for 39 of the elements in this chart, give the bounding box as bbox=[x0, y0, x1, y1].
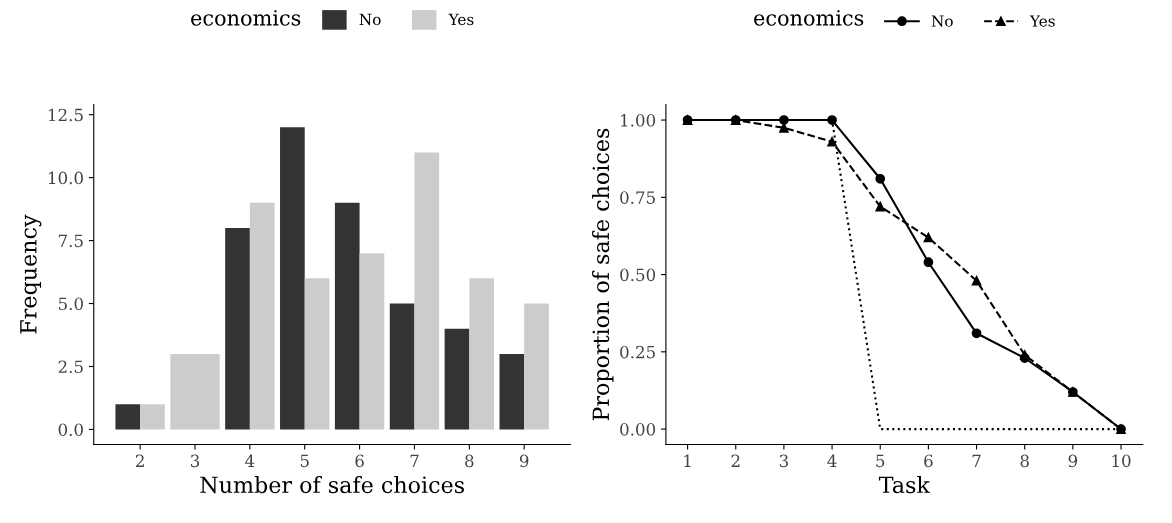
x-tick-label: 2 bbox=[135, 454, 144, 467]
y-axis-title: Frequency bbox=[20, 214, 42, 334]
legend-title: economics bbox=[754, 10, 864, 26]
x-tick-label: 4 bbox=[827, 454, 837, 467]
y-tick-label: 1.00 bbox=[621, 114, 656, 127]
x-tick-label: 2 bbox=[731, 454, 740, 467]
x-tick-label: 6 bbox=[355, 454, 364, 468]
legend-label: No bbox=[931, 15, 953, 27]
y-tick-label: 7.5 bbox=[58, 234, 83, 248]
x-tick-label: 7 bbox=[410, 454, 419, 467]
x-tick-label: 6 bbox=[924, 454, 933, 468]
x-tick-label: 7 bbox=[972, 454, 981, 467]
x-axis-title: Task bbox=[878, 475, 931, 494]
x-tick-label: 8 bbox=[1020, 454, 1029, 468]
x-tick-label: 3 bbox=[190, 454, 200, 468]
legend-label: Yes bbox=[1029, 15, 1055, 27]
x-tick-label: 8 bbox=[465, 454, 474, 468]
y-tick-label: 0.50 bbox=[620, 268, 656, 282]
legend-label: No bbox=[359, 13, 381, 26]
x-tick-label: 9 bbox=[1068, 454, 1078, 468]
y-tick-label: 12.5 bbox=[48, 108, 83, 122]
y-tick-label: 5.0 bbox=[58, 297, 83, 311]
y-axis-title: Proportion of safe choices bbox=[592, 128, 614, 421]
y-tick-label: 0.0 bbox=[58, 423, 83, 437]
y-tick-label: 0.75 bbox=[620, 191, 655, 204]
y-tick-label: 2.5 bbox=[58, 360, 83, 374]
x-tick-label: 3 bbox=[779, 454, 788, 468]
x-tick-label: 9 bbox=[519, 454, 529, 468]
legend-label: Yes bbox=[448, 13, 474, 26]
y-tick-label: 10.0 bbox=[48, 171, 83, 185]
y-tick-label: 0.25 bbox=[620, 345, 655, 359]
legend-title: economics bbox=[191, 10, 301, 26]
x-axis-title: Number of safe choices bbox=[200, 475, 464, 494]
y-tick-label: 0.00 bbox=[620, 423, 656, 436]
x-tick-label: 4 bbox=[245, 454, 255, 467]
x-tick-label: 1 bbox=[684, 454, 691, 467]
x-tick-label: 10 bbox=[1112, 454, 1131, 468]
x-tick-label: 5 bbox=[876, 454, 885, 468]
x-tick-label: 5 bbox=[300, 454, 309, 468]
